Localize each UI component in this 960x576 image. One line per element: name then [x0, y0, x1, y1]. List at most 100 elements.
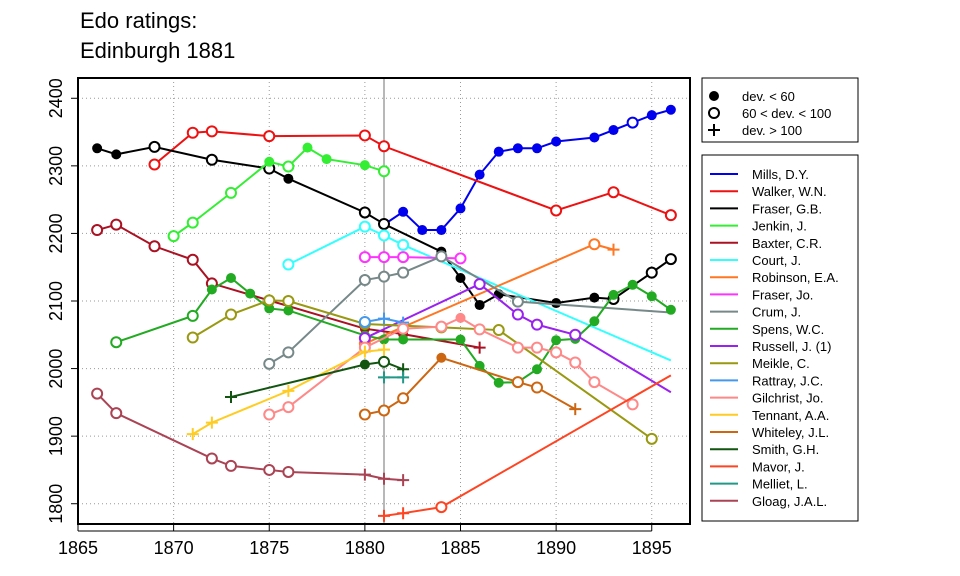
series-line	[383, 108, 672, 232]
data-point	[264, 303, 275, 314]
data-point	[397, 371, 410, 384]
data-point	[148, 140, 161, 153]
data-point	[378, 472, 390, 485]
data-point	[359, 160, 370, 171]
series-line	[268, 255, 671, 365]
data-point	[186, 216, 199, 229]
data-point	[550, 204, 563, 217]
data-point	[551, 335, 562, 346]
data-point	[531, 318, 543, 331]
legend-series-label: Russell, J. (1)	[752, 339, 831, 354]
data-point	[263, 463, 276, 476]
series-line	[383, 374, 672, 517]
series-10	[358, 278, 672, 394]
data-point	[588, 238, 601, 251]
series-19	[91, 387, 410, 487]
data-point	[205, 125, 218, 138]
legend-series-label: Tennant, A.A.	[752, 408, 829, 423]
data-point	[532, 143, 542, 154]
data-point	[492, 324, 505, 337]
data-point	[263, 130, 276, 143]
data-point	[436, 352, 447, 363]
data-point	[473, 278, 486, 291]
legend-series-label: Baxter, C.R.	[752, 236, 822, 251]
data-point	[263, 294, 276, 307]
data-point	[302, 142, 313, 153]
data-point	[455, 203, 466, 214]
series-5	[282, 220, 672, 362]
y-tick-label: 1900	[46, 416, 66, 456]
data-point	[186, 331, 199, 344]
data-point	[665, 304, 676, 315]
legend-series-label: Walker, W.N.	[752, 184, 827, 199]
data-point	[282, 465, 295, 478]
data-point	[378, 229, 390, 242]
legend-marker-label: dev. < 60	[742, 89, 795, 104]
data-point	[110, 407, 123, 420]
data-point	[264, 156, 275, 167]
series-4	[91, 218, 486, 354]
x-tick-label: 1890	[536, 538, 576, 558]
data-point	[378, 270, 390, 283]
data-point	[551, 298, 562, 309]
y-tick-label: 2400	[46, 78, 66, 118]
series-13	[263, 312, 639, 421]
x-tick-label: 1875	[249, 538, 289, 558]
data-point	[205, 416, 218, 429]
data-point	[550, 346, 563, 359]
data-point	[511, 341, 524, 354]
data-point	[167, 230, 180, 243]
legend-marker-label: 60 < dev. < 100	[742, 106, 831, 121]
data-point	[205, 153, 218, 166]
data-point	[282, 160, 295, 173]
x-tick-label: 1895	[632, 538, 672, 558]
x-tick-label: 1880	[345, 538, 385, 558]
data-point	[435, 250, 448, 263]
data-point	[225, 308, 237, 321]
data-point	[608, 289, 619, 300]
data-point	[589, 292, 600, 303]
series-line	[153, 130, 672, 217]
legend-series-label: Spens, W.C.	[752, 322, 824, 337]
data-point	[378, 312, 390, 325]
data-point	[455, 312, 466, 323]
series-line	[173, 146, 385, 237]
data-point	[358, 220, 371, 233]
y-tick-label: 2200	[46, 213, 66, 253]
data-point	[511, 308, 524, 321]
data-point	[435, 320, 448, 333]
data-point	[225, 390, 237, 403]
series-17	[378, 374, 672, 522]
data-point	[378, 371, 390, 384]
data-point	[378, 217, 390, 230]
data-point	[186, 309, 199, 322]
data-point	[646, 110, 657, 121]
x-tick-label: 1865	[58, 538, 98, 558]
data-point	[397, 238, 410, 251]
series-11	[186, 294, 658, 445]
data-point	[474, 300, 485, 311]
data-point	[397, 266, 410, 279]
data-point	[608, 125, 619, 136]
data-point	[493, 377, 504, 388]
series-legend: Mills, D.Y. Walker, W.N. Fraser, G.B. Jenki…	[701, 154, 859, 522]
data-point	[378, 404, 390, 417]
data-point	[607, 243, 620, 256]
data-point	[589, 316, 600, 327]
data-point	[493, 146, 504, 157]
series-14	[186, 343, 390, 441]
series-8	[263, 250, 671, 370]
data-point	[397, 507, 410, 520]
data-point	[645, 432, 658, 445]
data-point	[358, 274, 371, 287]
series-line	[96, 223, 480, 349]
data-point	[397, 251, 410, 264]
chart-title-line-1: Edo ratings:	[80, 8, 198, 33]
data-point	[454, 252, 467, 265]
data-point	[358, 206, 371, 219]
legend-marker-label: dev. > 100	[742, 123, 802, 138]
data-point	[186, 253, 199, 266]
legend-marker-symbol	[708, 107, 720, 119]
legend-series-label: Mavor, J.	[752, 459, 805, 474]
data-point	[531, 381, 543, 394]
